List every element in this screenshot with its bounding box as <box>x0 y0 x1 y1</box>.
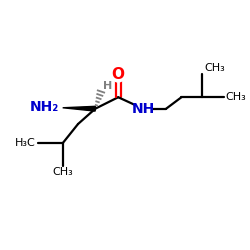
Text: CH₃: CH₃ <box>52 167 73 177</box>
Text: H: H <box>103 80 112 90</box>
Text: NH: NH <box>132 102 155 116</box>
Text: CH₃: CH₃ <box>226 92 246 102</box>
Text: O: O <box>112 67 125 82</box>
Text: H₃C: H₃C <box>15 138 36 148</box>
Polygon shape <box>63 106 95 111</box>
Text: NH₂: NH₂ <box>30 100 59 114</box>
Circle shape <box>110 66 126 82</box>
Text: CH₃: CH₃ <box>204 63 225 73</box>
Circle shape <box>136 101 151 116</box>
